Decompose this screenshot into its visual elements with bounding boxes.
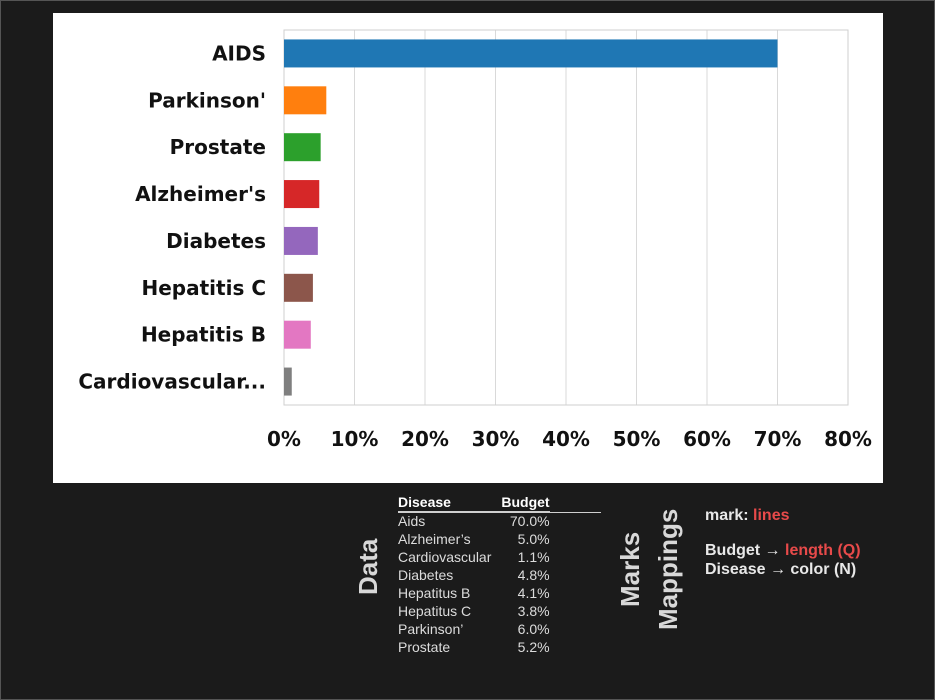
cell-budget: 5.2% bbox=[517, 639, 550, 655]
cell-budget: 4.8% bbox=[517, 567, 550, 583]
x-tick-label: 50% bbox=[613, 427, 661, 451]
table-row: Aids 70.0% bbox=[398, 512, 550, 531]
mark-label: mark: bbox=[705, 507, 754, 524]
mark-mapping: mark: lines bbox=[705, 507, 790, 525]
category-label: Diabetes bbox=[166, 229, 266, 253]
cell-disease: Prostate bbox=[398, 639, 451, 655]
table-row: Hepatitus C 3.8% bbox=[398, 602, 550, 620]
x-tick-label: 10% bbox=[331, 427, 379, 451]
table-row: Hepatitus B 4.1% bbox=[398, 584, 550, 602]
budget-label: Budget → bbox=[705, 542, 785, 559]
category-label: Hepatitis B bbox=[141, 323, 266, 347]
data-title: Data bbox=[353, 538, 383, 595]
x-tick-label: 30% bbox=[472, 427, 520, 451]
cell-disease: Alzheimer’s bbox=[398, 531, 471, 547]
category-label: Cardiovascular... bbox=[78, 370, 266, 394]
x-tick-label: 70% bbox=[754, 427, 802, 451]
plot-border bbox=[283, 29, 849, 406]
category-label: AIDS bbox=[212, 41, 266, 65]
marks-title: Marks bbox=[615, 531, 645, 607]
cell-disease: Aids bbox=[398, 513, 426, 529]
x-tick-label: 0% bbox=[267, 427, 301, 451]
table-row: Diabetes 4.8% bbox=[398, 566, 550, 584]
table-row: Prostate 5.2% bbox=[398, 638, 550, 656]
table-row: Alzheimer’s 5.0% bbox=[398, 530, 550, 548]
cell-budget: 70.0% bbox=[509, 513, 550, 529]
bar bbox=[284, 320, 311, 349]
table-row: Parkinson’ 6.0% bbox=[398, 620, 550, 638]
table-header-row: Disease Budget bbox=[398, 493, 550, 512]
bar bbox=[284, 180, 320, 209]
budget-mapping: Budget → length (Q) bbox=[705, 542, 861, 560]
mappings-title: Mappings bbox=[653, 508, 683, 630]
cell-budget: 3.8% bbox=[517, 603, 550, 619]
category-label: Parkinson' bbox=[148, 88, 266, 112]
header-disease: Disease bbox=[398, 493, 492, 512]
cell-disease: Hepatitus B bbox=[398, 585, 471, 601]
bar bbox=[284, 273, 313, 302]
cell-disease: Hepatitus C bbox=[398, 603, 472, 619]
x-tick-label: 60% bbox=[683, 427, 731, 451]
bar bbox=[284, 86, 327, 115]
bar bbox=[284, 39, 778, 68]
chart-panel: 0% 10% 20% 30% 40% 50% 60% 70% 80% AIDS Parkinson'… bbox=[53, 13, 883, 483]
category-label: Prostate bbox=[170, 135, 266, 159]
table-body: Aids 70.0% Alzheimer’s 5.0% Cardiovascular 1.… bbox=[398, 512, 550, 657]
cell-budget: 6.0% bbox=[517, 621, 550, 637]
bar bbox=[284, 133, 321, 162]
cell-budget: 1.1% bbox=[517, 549, 550, 565]
cell-disease: Diabetes bbox=[398, 567, 454, 583]
table-row: Cardiovascular 1.1% bbox=[398, 548, 550, 566]
bar bbox=[284, 226, 318, 255]
header-budget: Budget bbox=[491, 493, 550, 512]
bar-chart: 0% 10% 20% 30% 40% 50% 60% 70% 80% AIDS Parkinson'… bbox=[78, 29, 872, 451]
budget-value: length (Q) bbox=[785, 542, 861, 559]
disease-mapping: Disease → color (N) bbox=[705, 561, 857, 578]
bar bbox=[284, 367, 292, 396]
category-label: Alzheimer's bbox=[135, 182, 266, 206]
x-tick-label: 20% bbox=[401, 427, 449, 451]
x-tick-label: 40% bbox=[542, 427, 590, 451]
cell-budget: 5.0% bbox=[517, 531, 550, 547]
data-table: Disease Budget Aids 70.0% Alzheimer’s 5.0% C… bbox=[398, 493, 550, 656]
x-tick-label: 80% bbox=[824, 427, 872, 451]
mark-value: lines bbox=[753, 507, 790, 524]
category-label: Hepatitis C bbox=[142, 276, 267, 300]
cell-disease: Cardiovascular bbox=[398, 549, 492, 565]
cell-budget: 4.1% bbox=[517, 585, 550, 601]
cell-disease: Parkinson’ bbox=[398, 621, 464, 637]
table-header-rule bbox=[398, 512, 601, 513]
